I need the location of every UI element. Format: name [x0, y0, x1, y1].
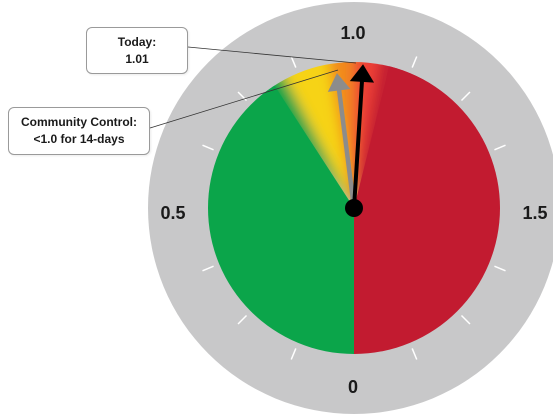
- gauge-tick: [202, 144, 214, 151]
- needle-community-control-shaft: [336, 86, 357, 211]
- gauge-tick: [290, 348, 297, 360]
- gauge-tick: [290, 56, 297, 68]
- callout-community-value: <1.0 for 14-days: [33, 132, 125, 146]
- callout-community-title: Community Control:: [21, 115, 137, 129]
- gauge-tick: [411, 348, 418, 360]
- needle-community-control-head: [327, 73, 351, 92]
- callout-today: Today: 1.01: [86, 27, 188, 74]
- gauge-ticks: [202, 56, 506, 360]
- needle-community-control: [327, 73, 357, 211]
- callout-leader-community: [149, 69, 339, 129]
- callout-today-value: 1.01: [125, 52, 149, 66]
- gauge-tick: [460, 314, 471, 325]
- scale-label-right: 1.5: [522, 203, 547, 223]
- gauge-tick: [237, 314, 248, 325]
- callout-leader-today: [187, 46, 357, 64]
- face-green-zone: [208, 83, 354, 354]
- face-yellow-zone: [278, 62, 354, 208]
- gauge-tick: [494, 265, 506, 272]
- needle-today-head: [349, 64, 375, 83]
- gauge-tick: [411, 56, 418, 68]
- callout-today-title: Today:: [117, 35, 157, 49]
- needle-today: [349, 64, 375, 210]
- callout-community-control: Community Control: <1.0 for 14-days: [8, 107, 150, 155]
- gauge-tick: [460, 91, 471, 102]
- gauge-tick: [237, 91, 248, 102]
- scale-label-bottom: 0: [348, 377, 358, 397]
- needle-today-shaft: [352, 78, 365, 210]
- gauge-tick: [202, 265, 214, 272]
- scale-label-left: 0.5: [160, 203, 185, 223]
- scale-label-top: 1.0: [340, 23, 365, 43]
- gauge-face: [208, 62, 500, 354]
- needle-hub: [345, 199, 363, 217]
- gauge-tick: [494, 144, 506, 151]
- face-red-zone: [354, 64, 500, 354]
